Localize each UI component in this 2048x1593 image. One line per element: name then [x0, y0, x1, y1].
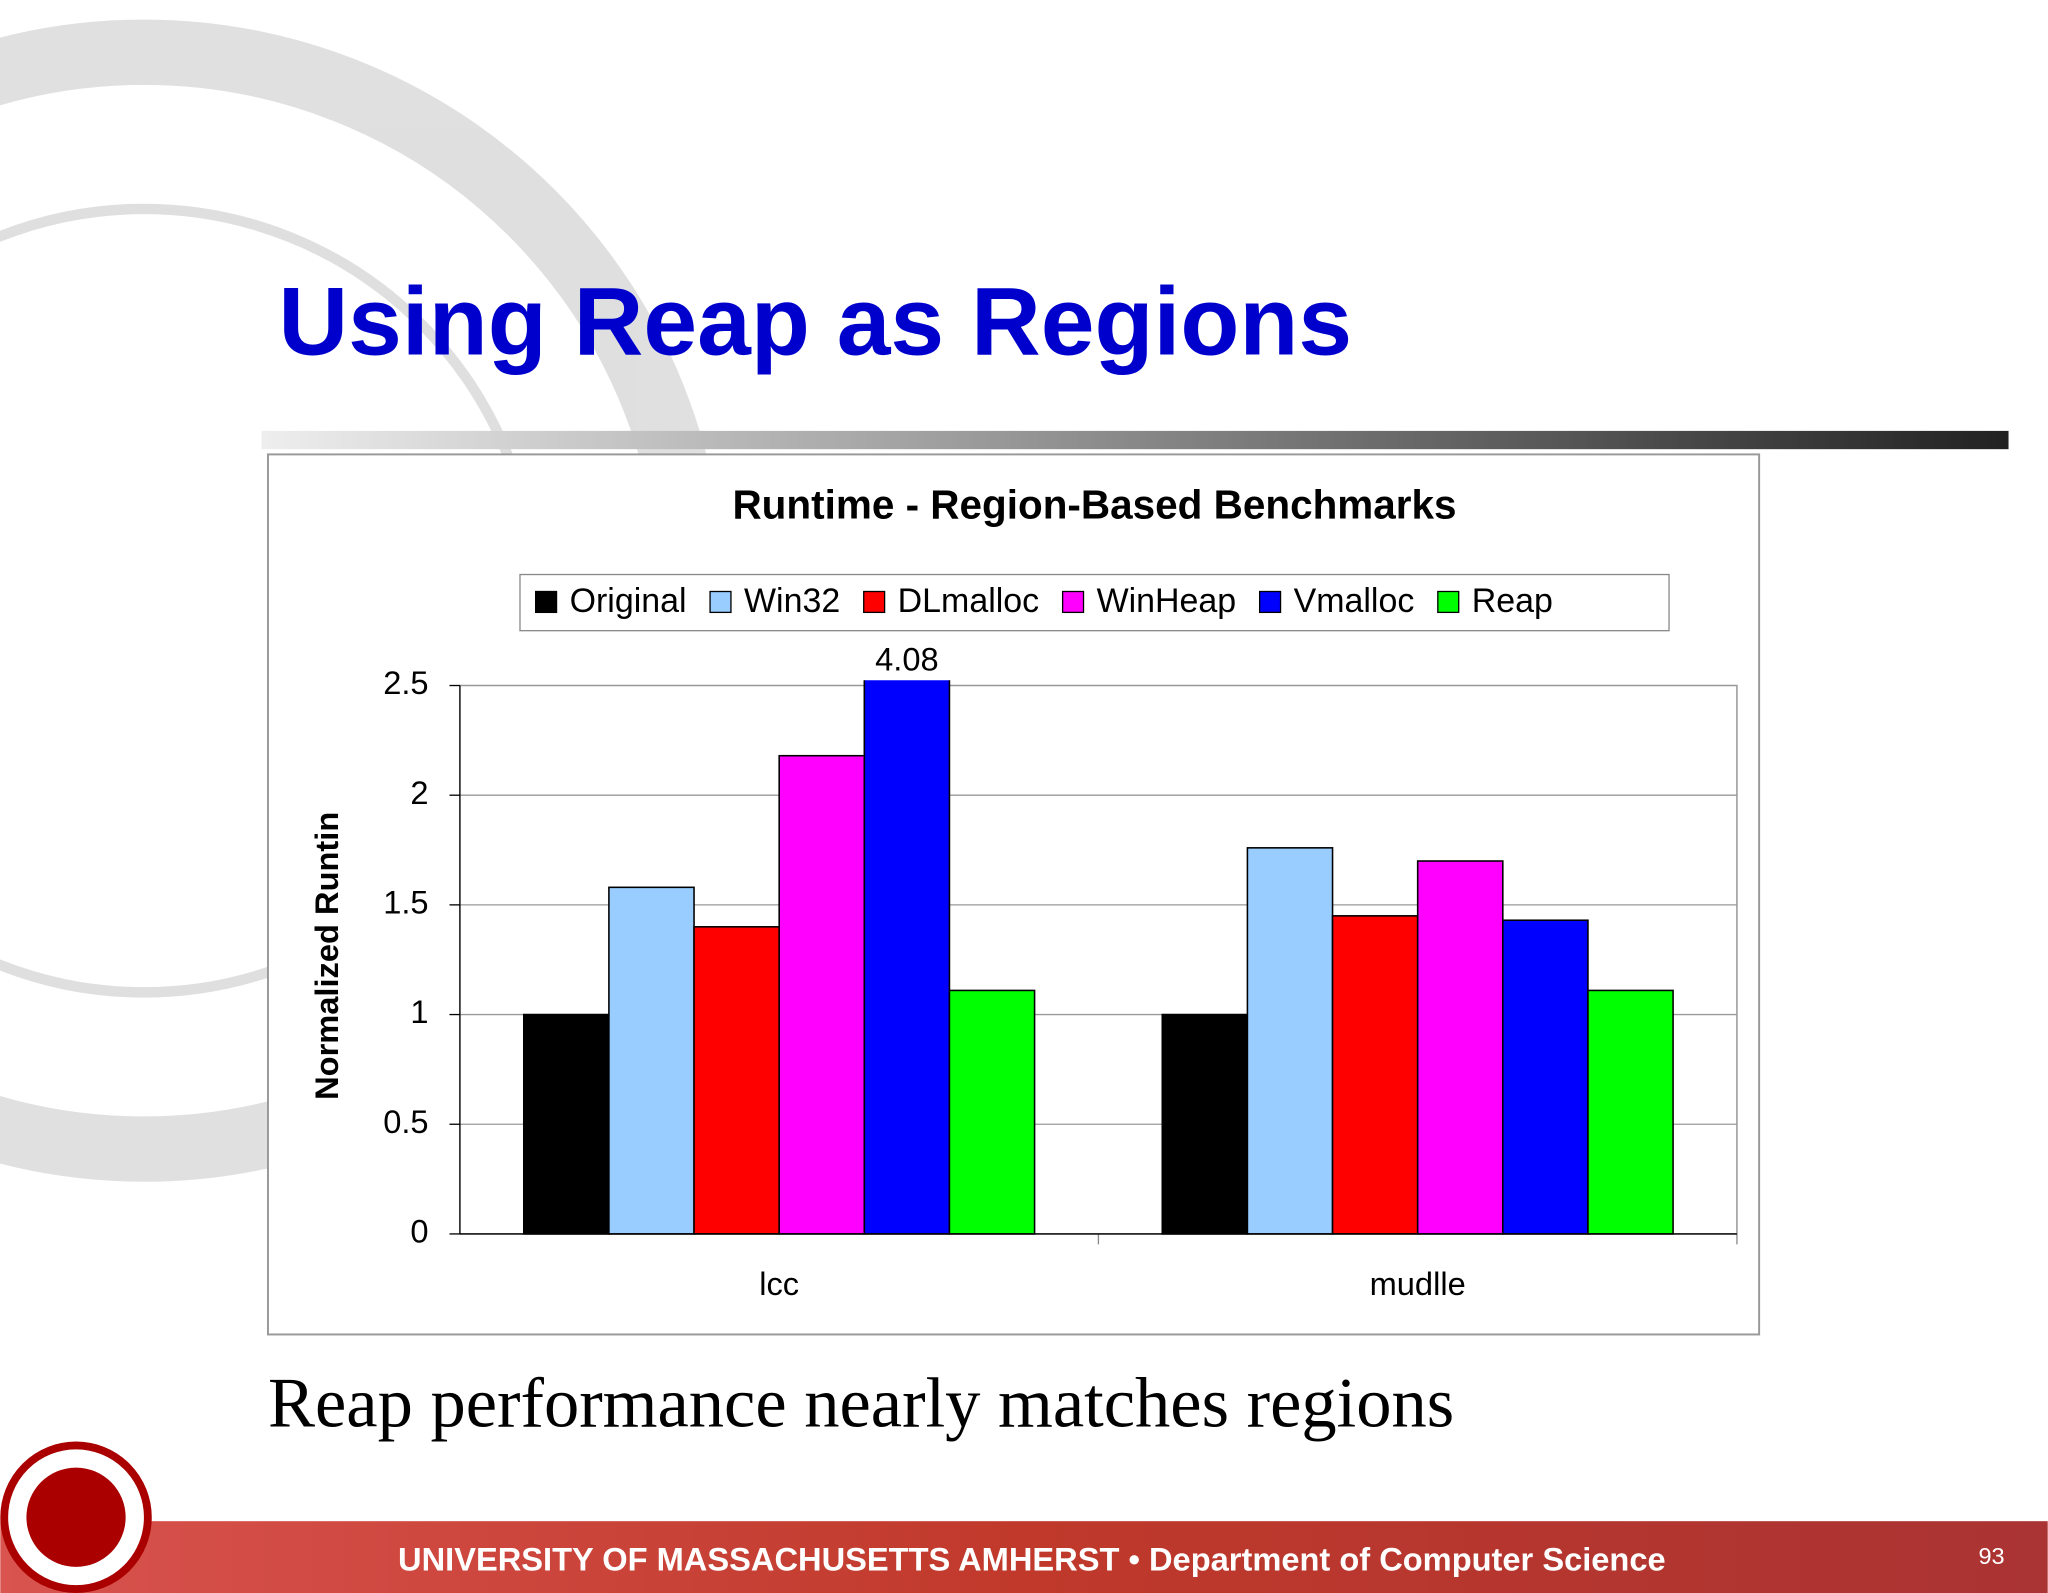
bar [1331, 915, 1419, 1235]
x-tick-label: lcc [759, 1265, 799, 1302]
legend-swatch [1437, 590, 1460, 614]
y-tick-label: 0.5 [383, 1103, 428, 1140]
x-tick-label: mudlle [1370, 1265, 1466, 1302]
legend-swatch [709, 590, 732, 614]
y-tick-label: 2.5 [383, 664, 428, 701]
bar [863, 680, 951, 1235]
legend-label: Vmalloc [1294, 582, 1415, 620]
legend-label: Reap [1472, 582, 1553, 620]
y-tick-label: 2 [410, 774, 428, 811]
legend-label: Win32 [744, 582, 840, 620]
legend-swatch [535, 590, 558, 614]
caption: Reap performance nearly matches regions [268, 1364, 1454, 1442]
legend-label: Original [570, 582, 687, 620]
y-tick-label: 0 [410, 1213, 428, 1250]
y-tick-label: 1 [410, 993, 428, 1030]
bar [1502, 919, 1589, 1235]
slide-title: Using Reap as Regions [278, 269, 1352, 376]
logo [0, 1441, 152, 1593]
legend-swatch [863, 590, 886, 614]
bar [608, 886, 695, 1235]
legend-label: WinHeap [1097, 582, 1237, 620]
y-tick-label: 1.5 [383, 884, 428, 921]
legend-swatch [1258, 590, 1282, 614]
footer-text: UNIVERSITY OF MASSACHUSETTS AMHERST • De… [398, 1540, 1666, 1577]
page-number: 93 [1978, 1543, 2004, 1569]
bar [1161, 1013, 1249, 1235]
bar [693, 926, 780, 1235]
bar [948, 989, 1036, 1235]
legend-label: DLmalloc [898, 582, 1039, 620]
bar [522, 1013, 610, 1235]
bars [522, 680, 1674, 1235]
bar [1246, 847, 1334, 1235]
legend-swatch [1061, 590, 1085, 614]
y-axis-label: Normalized Runtin [308, 812, 345, 1100]
title-rule [261, 430, 2009, 450]
footer-band [0, 1521, 2048, 1593]
bar [1416, 860, 1504, 1235]
chart-title: Runtime - Region-Based Benchmarks [732, 482, 1456, 528]
data-label: 4.08 [875, 641, 939, 678]
bar [1587, 989, 1674, 1235]
bar [778, 754, 866, 1235]
